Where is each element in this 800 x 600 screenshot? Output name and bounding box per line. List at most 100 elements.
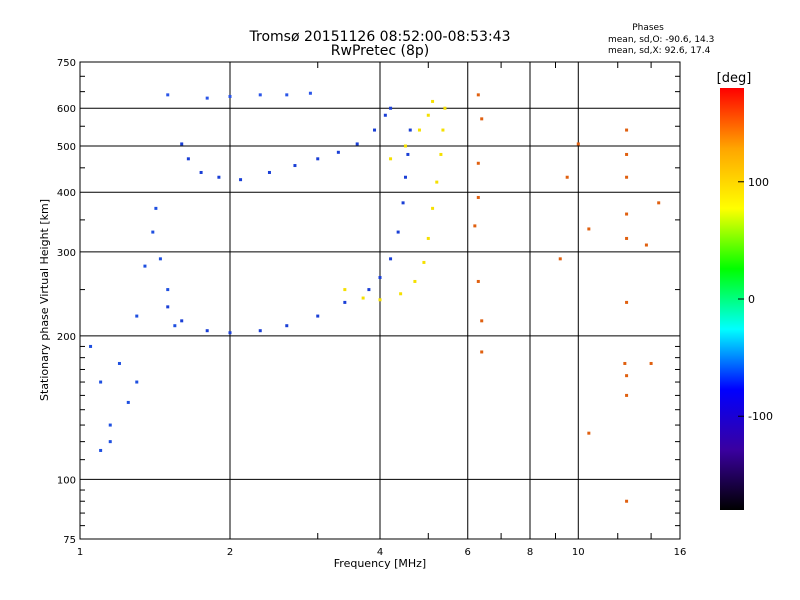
data-point [205, 96, 209, 100]
data-point [443, 106, 447, 110]
data-point [180, 142, 184, 146]
colorbar-label: [deg] [717, 71, 752, 86]
stats-header: Phases [632, 23, 664, 33]
data-point [399, 292, 403, 296]
y-tick-label: 600 [57, 104, 76, 115]
data-point [173, 324, 177, 328]
data-point [383, 113, 387, 117]
data-point [99, 448, 103, 452]
x-tick-label: 1 [77, 547, 83, 558]
data-point [166, 288, 170, 292]
data-point [361, 296, 365, 300]
y-tick-label: 300 [57, 248, 76, 259]
data-point [431, 206, 435, 210]
data-point [316, 157, 320, 161]
y-tick-label: 200 [57, 332, 76, 343]
x-tick-label: 8 [527, 547, 533, 558]
data-point [431, 99, 435, 103]
y-tick-label: 400 [57, 188, 76, 199]
y-tick-label: 750 [57, 58, 76, 69]
data-point [625, 128, 629, 132]
data-point [480, 117, 484, 121]
stats-line-o: mean, sd,O: -90.6, 14.3 [608, 35, 714, 45]
data-point [89, 344, 93, 348]
data-point [151, 230, 155, 234]
data-point [401, 201, 405, 205]
colorbar-tick-label: 100 [748, 176, 769, 189]
data-point [367, 288, 371, 292]
chart-title: Tromsø 20151126 08:52:00-08:53:43 [249, 29, 511, 45]
data-point [625, 236, 629, 240]
data-point [267, 170, 271, 174]
data-point [108, 423, 112, 427]
points-layer [89, 91, 661, 503]
data-point [476, 161, 480, 165]
x-tick-label: 2 [227, 547, 233, 558]
data-point [258, 329, 262, 333]
data-point [558, 257, 562, 261]
data-point [389, 106, 393, 110]
data-point [285, 324, 289, 328]
data-point [154, 206, 158, 210]
data-point [587, 431, 591, 435]
data-point [126, 400, 130, 404]
data-point [403, 175, 407, 179]
data-point [117, 361, 121, 365]
data-point [158, 257, 162, 261]
data-point [378, 298, 382, 302]
data-point [426, 236, 430, 240]
data-point [143, 264, 147, 268]
data-point [343, 300, 347, 304]
data-point [308, 91, 312, 95]
y-axis-ticks: 75 100 200 300 400 500 600 750 [57, 58, 680, 546]
data-point [166, 93, 170, 97]
data-point [228, 94, 232, 98]
x-axis-ticks: 1 2 4 6 8 10 16 [77, 62, 686, 558]
data-point [625, 393, 629, 397]
x-axis-label: Frequency [MHz] [334, 557, 426, 570]
data-point [135, 314, 139, 318]
data-point [408, 128, 412, 132]
data-point [476, 195, 480, 199]
data-point [217, 175, 221, 179]
data-point [441, 128, 445, 132]
data-point [476, 279, 480, 283]
data-point [417, 128, 421, 132]
data-point [316, 314, 320, 318]
data-point [199, 170, 203, 174]
x-tick-label: 10 [572, 547, 585, 558]
data-point [565, 175, 569, 179]
data-point [476, 93, 480, 97]
data-point [649, 361, 653, 365]
x-tick-label: 6 [465, 547, 471, 558]
chart-subtitle: RwPretec (8p) [331, 43, 429, 59]
data-point [406, 152, 410, 156]
colorbar-tick-label: 0 [748, 293, 755, 306]
data-point [186, 157, 190, 161]
data-point [166, 305, 170, 309]
data-point [336, 150, 340, 154]
data-point [373, 128, 377, 132]
data-point [135, 380, 139, 384]
data-point [413, 279, 417, 283]
data-point [623, 361, 627, 365]
x-tick-label: 4 [377, 547, 383, 558]
data-point [644, 243, 648, 247]
data-point [625, 212, 629, 216]
y-tick-label: 100 [57, 475, 76, 486]
data-point [480, 350, 484, 354]
data-point [473, 224, 477, 228]
data-point [205, 329, 209, 333]
data-point [625, 374, 629, 378]
colorbar-ticks: 100 0 -100 [738, 176, 773, 423]
y-tick-label: 500 [57, 142, 76, 153]
data-point [625, 175, 629, 179]
y-tick-label: 75 [63, 535, 76, 546]
data-point [389, 157, 393, 161]
stats-line-x: mean, sd,X: 92.6, 17.4 [608, 46, 711, 56]
colorbar-tick-label: -100 [748, 410, 773, 423]
data-point [108, 440, 112, 444]
data-point [576, 142, 580, 146]
data-point [657, 201, 661, 205]
